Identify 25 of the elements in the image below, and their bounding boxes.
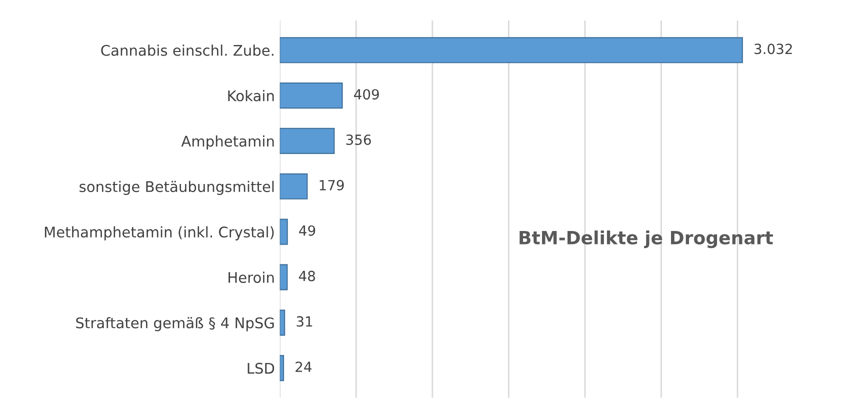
bar — [280, 37, 743, 64]
y-tick-label: sonstige Betäubungsmittel — [80, 180, 274, 195]
data-label: 48 — [298, 270, 315, 282]
bar — [280, 264, 288, 290]
bar — [280, 310, 286, 336]
y-tick-label: LSD — [248, 362, 274, 374]
bar — [280, 355, 284, 382]
bar — [280, 82, 343, 109]
text: BtM-Delikte je Drogenart — [520, 230, 773, 248]
data-label: 179 — [320, 180, 344, 190]
data-label: 356 — [346, 134, 371, 145]
y-tick-label: Cannabis einschl. Zube. — [101, 44, 274, 56]
data-label: 409 — [354, 89, 379, 100]
data-label: 31 — [296, 316, 312, 327]
y-tick-label: Heroin — [228, 272, 274, 283]
bar — [280, 173, 308, 200]
y-tick-label: Methamphetamin (inkl. Crystal) — [44, 226, 274, 240]
data-label: 3.032 — [754, 44, 792, 54]
bar — [280, 218, 288, 245]
data-label: 49 — [299, 225, 316, 236]
y-tick-label: Kokain — [228, 90, 274, 102]
bar — [280, 128, 335, 154]
y-tick-label: Amphetamin — [181, 135, 274, 150]
y-tick-label: Straftaten gemäß § 4 NpSG — [76, 317, 274, 332]
data-label: 24 — [296, 362, 312, 372]
